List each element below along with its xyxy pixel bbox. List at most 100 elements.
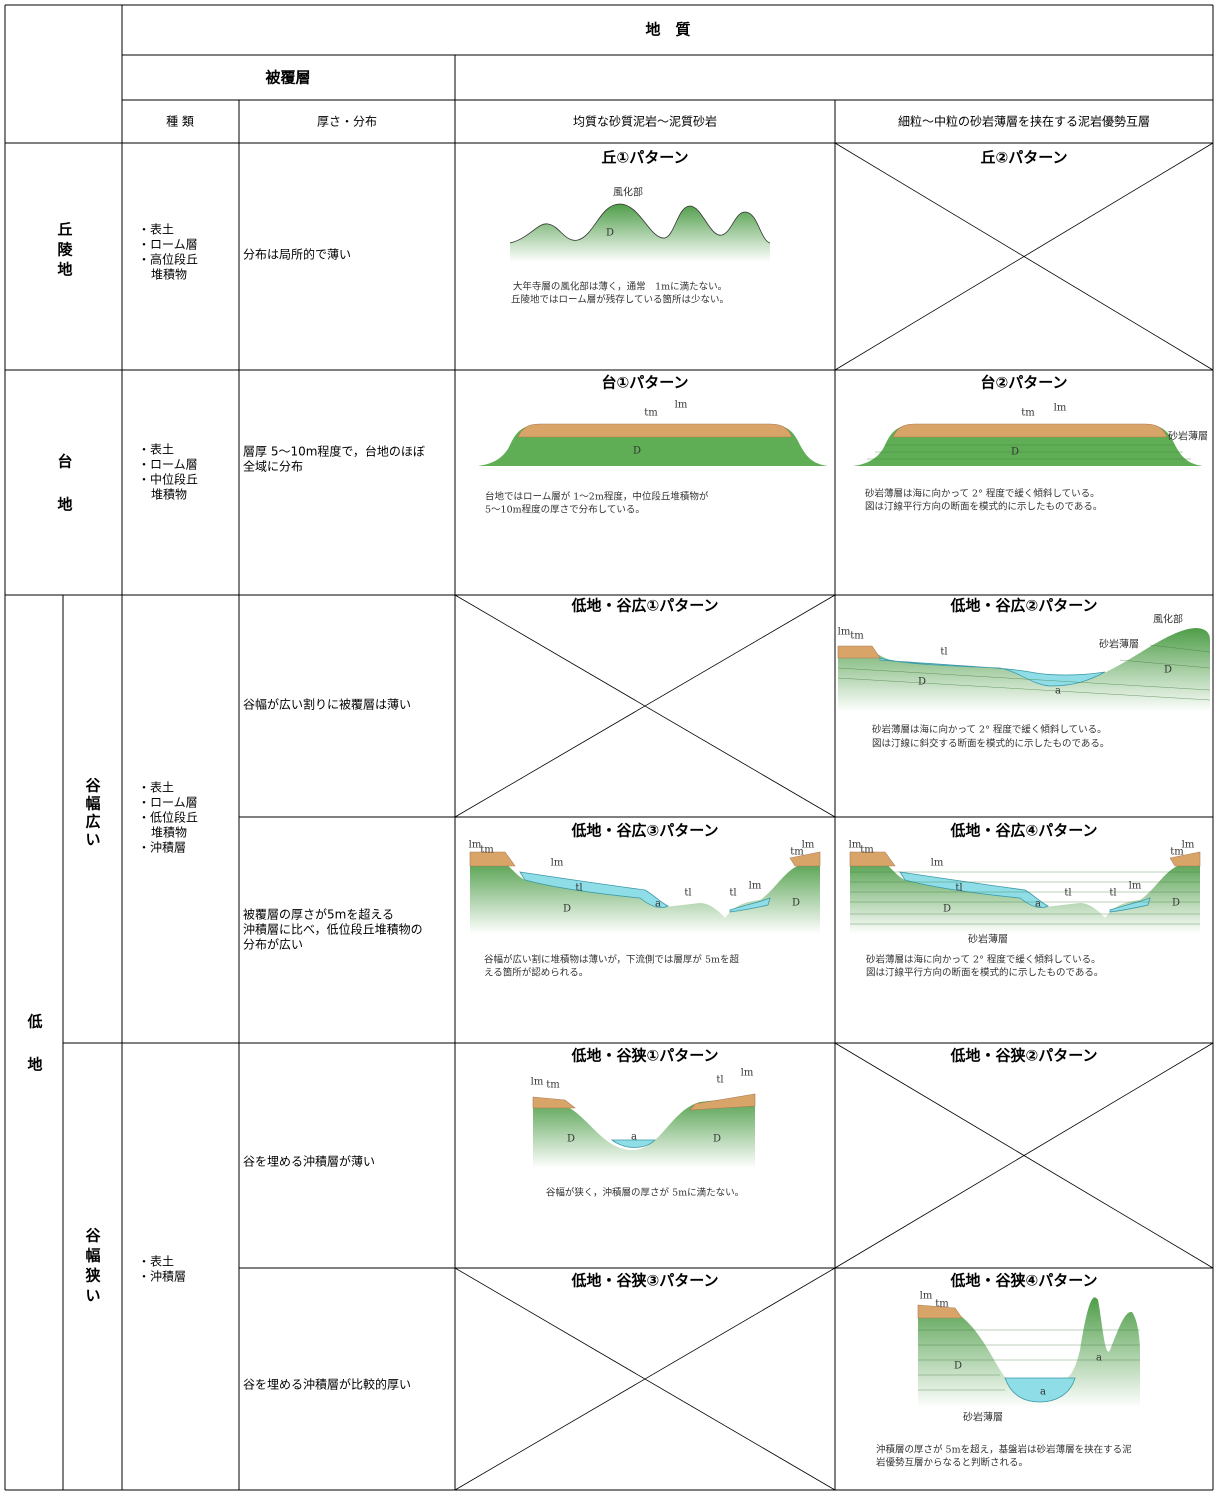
diagram-label: D: [567, 1134, 575, 1145]
diagram-label: tl: [575, 883, 582, 894]
caption: 岩優勢互層からなると判断される。: [876, 1457, 1028, 1469]
diagram-label: lm: [741, 1068, 754, 1079]
caption: 台地ではローム層が 1～2m程度，中位段丘堆積物が: [485, 491, 709, 503]
caption: 沖積層の厚さが 5mを超え，基盤岩は砂岩薄層を挟在する泥: [876, 1444, 1132, 1456]
narrow-valley-diagram-1: [533, 1094, 755, 1168]
ground: [510, 204, 770, 262]
diagram-label: a: [655, 899, 661, 910]
caption: 砂岩薄層は海に向かって 2° 程度で緩く傾斜している。: [872, 724, 1107, 736]
diagram-label: 砂岩薄層: [1168, 430, 1208, 443]
pattern-title: 低地・谷狭③パターン: [571, 1272, 719, 1290]
row-label: 広: [85, 813, 100, 831]
diagram-label: tl: [955, 883, 962, 894]
caption: 図は汀線に斜交する断面を模式的に示したものである。: [872, 738, 1109, 750]
row-label: い: [85, 1287, 100, 1305]
caption: 谷幅が広い割に堆積物は薄いが，下流側では層厚が 5mを超: [484, 954, 740, 966]
pattern-title: 丘②パターン: [981, 149, 1068, 167]
diagram-label: D: [606, 228, 614, 239]
diagram-label: D: [1164, 665, 1172, 676]
diagram-label: tm: [644, 408, 658, 419]
diagram-label: lm: [920, 1291, 933, 1302]
caption: える箇所が認められる。: [484, 967, 588, 979]
row-label: 谷: [85, 777, 101, 795]
cell-text: ・ローム層: [138, 238, 198, 252]
row-label: 狭: [84, 1267, 101, 1285]
diagram-label: tm: [850, 631, 864, 642]
diagram-label: D: [792, 898, 800, 909]
pattern-title: 台①パターン: [602, 374, 689, 392]
header-text: 被覆層: [265, 69, 310, 87]
pattern-title: 丘①パターン: [602, 149, 689, 167]
cell-text: ・中位段丘: [138, 472, 198, 487]
cell-text: 沖積層に比べ，低位段丘堆積物の: [243, 922, 423, 937]
diagram-label: lm: [931, 858, 944, 869]
cell-text: ・高位段丘: [138, 252, 198, 267]
diagram-label: 砂岩薄層: [968, 933, 1008, 946]
diagram-label: tm: [860, 845, 874, 856]
cell-text: 全域に分布: [243, 459, 303, 474]
caption: 谷幅が狭く，沖積層の厚さが 5mに満たない。: [546, 1187, 744, 1199]
pattern-title: 低地・谷狭②パターン: [950, 1047, 1098, 1065]
plateau-diagram-1: [478, 424, 828, 466]
diagram-label: lm: [1129, 881, 1142, 892]
cell-text: 谷を埋める沖積層が薄い: [243, 1154, 375, 1169]
diagram-label: lm: [1054, 403, 1067, 414]
row-label: 丘: [57, 221, 72, 239]
row-label: 地: [27, 1056, 42, 1074]
diagram-label: a: [631, 1132, 637, 1143]
column-header: 種 類: [166, 115, 194, 129]
pattern-title: 低地・谷広①パターン: [571, 597, 719, 615]
cell-text: ・沖積層: [138, 1269, 186, 1284]
diagram-label: D: [633, 446, 641, 457]
diagram-label: D: [954, 1361, 962, 1372]
diagram-label: D: [1172, 898, 1180, 909]
terrace-layer: [518, 424, 792, 437]
row-label: 地: [57, 261, 72, 279]
cell-text: 谷幅が広い割りに被覆層は薄い: [243, 697, 411, 712]
diagram-label: 砂岩薄層: [963, 1411, 1003, 1424]
cell-text: ・表土: [138, 781, 174, 795]
diagram-label: lm: [531, 1077, 544, 1088]
pattern-title: 低地・谷広④パターン: [950, 822, 1098, 840]
diagram-label: tm: [1170, 847, 1184, 858]
cell-text: 堆積物: [151, 487, 187, 502]
diagram-label: 砂岩薄層: [1099, 638, 1139, 651]
diagram-label: a: [1040, 1387, 1046, 1398]
terrace-layer: [838, 646, 880, 658]
pattern-title: 低地・谷狭④パターン: [950, 1272, 1098, 1290]
cell-text: ・ローム層: [138, 458, 198, 472]
diagram-label: a: [1096, 1353, 1102, 1364]
caption: 砂岩薄層は海に向かって 2° 程度で緩く傾斜している。: [866, 954, 1101, 966]
diagram-label: tl: [1064, 888, 1071, 899]
cell-text: ・表土: [138, 443, 174, 457]
caption: 丘陵地ではローム層が残存している箇所は少ない。: [511, 294, 729, 306]
diagram-label: 風化部: [1153, 613, 1183, 626]
diagram-label: tl: [1109, 888, 1116, 899]
diagram-label: tm: [546, 1080, 560, 1091]
cell-text: ・表土: [138, 1255, 174, 1269]
wide-valley-diagram-4: [850, 852, 1200, 934]
diagram-label: D: [943, 904, 951, 915]
diagram-label: tl: [729, 888, 736, 899]
diagram-label: tl: [940, 647, 947, 658]
diagram-label: 風化部: [613, 186, 643, 199]
row-label: 陵: [57, 241, 73, 259]
diagram-label: a: [1055, 686, 1061, 697]
column-header: 細粒～中粒の砂岩薄層を挟在する泥岩優勢互層: [898, 114, 1150, 129]
caption: 図は汀線平行方向の断面を模式的に示したものである。: [865, 501, 1102, 513]
diagram-label: tm: [790, 847, 804, 858]
hills-diagram: [510, 204, 770, 262]
terrace-layer: [893, 424, 1167, 437]
wide-valley-diagram-3: [470, 852, 820, 934]
caption: 5～10m程度の厚さで分布している。: [485, 504, 645, 516]
cell-text: ・表土: [138, 223, 174, 237]
caption: 大年寺層の風化部は薄く，通常 1mに満たない。: [513, 281, 727, 293]
pattern-title: 低地・谷広③パターン: [571, 822, 719, 840]
cell-text: 谷を埋める沖積層が比較的厚い: [243, 1377, 411, 1392]
diagram-label: lm: [551, 858, 564, 869]
diagram-label: tm: [935, 1299, 949, 1310]
diagram-label: lm: [675, 400, 688, 411]
diagram-label: D: [563, 904, 571, 915]
diagram-label: tm: [1021, 408, 1035, 419]
cell-text: 堆積物: [151, 267, 187, 282]
